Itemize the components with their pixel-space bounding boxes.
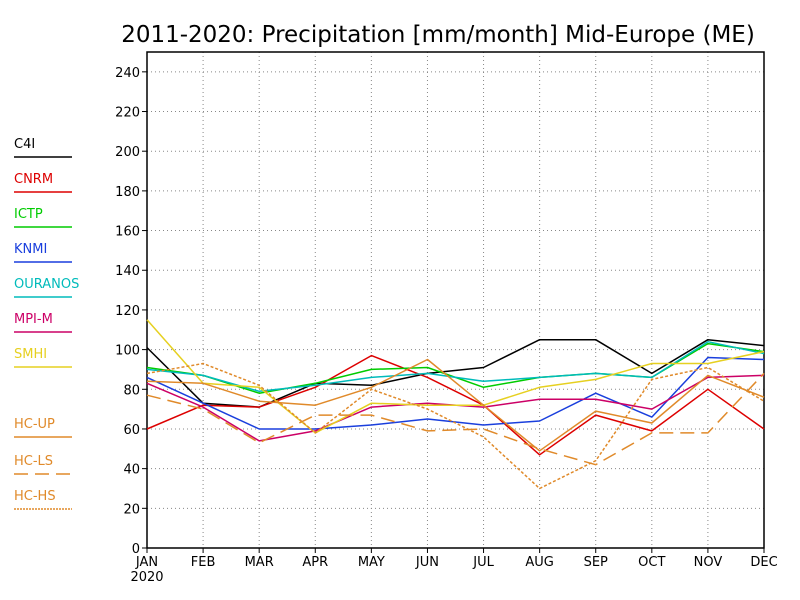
legend-label-cnrm: CNRM bbox=[14, 172, 53, 187]
y-tick-label: 40 bbox=[123, 463, 140, 478]
y-tick-label: 200 bbox=[115, 145, 140, 160]
y-tick-label: 80 bbox=[123, 383, 140, 398]
chart-title: 2011-2020: Precipitation [mm/month] Mid-… bbox=[121, 22, 755, 48]
series-layer bbox=[146, 319, 765, 490]
legend-label-hc-hs: HC-HS bbox=[14, 489, 56, 504]
legend-label-knmi: KNMI bbox=[14, 242, 47, 257]
plot-frame bbox=[146, 51, 765, 549]
x-tick-label: JUN bbox=[415, 555, 439, 570]
y-tick-label: 0 bbox=[132, 542, 140, 557]
series-line-ouranos bbox=[146, 340, 765, 393]
x-tick-label: APR bbox=[302, 555, 328, 570]
series-line-knmi bbox=[146, 356, 765, 430]
x-tick-label: AUG bbox=[525, 555, 553, 570]
axes: 0 20 40 60 80 100 120 140 160 180 200 220 240 JAN FEB M… bbox=[115, 51, 778, 585]
y-tick-label: 20 bbox=[123, 502, 140, 517]
legend: C4I CNRM ICTP KNMI OURANOS MPI-M SMHI HC-UP HC-L… bbox=[14, 137, 79, 510]
legend-label-mpi-m: MPI-M bbox=[14, 312, 53, 327]
legend-label-ictp: ICTP bbox=[14, 207, 43, 222]
y-tick-label: 120 bbox=[115, 304, 140, 319]
y-tick-label: 100 bbox=[115, 344, 140, 359]
x-tick-label: NOV bbox=[694, 555, 723, 570]
grid-lines bbox=[147, 52, 764, 548]
x-tick-label: MAY bbox=[358, 555, 385, 570]
series-line-hc-ls bbox=[146, 372, 765, 466]
x-year-label: 2020 bbox=[130, 570, 163, 585]
y-tick-label: 60 bbox=[123, 423, 140, 438]
legend-label-hc-ls: HC-LS bbox=[14, 454, 53, 469]
series-line-hc-hs bbox=[146, 362, 765, 490]
x-tick-label: DEC bbox=[750, 555, 777, 570]
legend-label-hc-up: HC-UP bbox=[14, 417, 55, 432]
x-tick-label: JAN bbox=[135, 555, 158, 570]
y-tick-label: 180 bbox=[115, 185, 140, 200]
series-line-smhi bbox=[146, 319, 765, 434]
series-line-hc-up bbox=[146, 358, 765, 452]
y-tick-label: 240 bbox=[115, 66, 140, 81]
legend-label-c4i: C4I bbox=[14, 137, 35, 152]
x-tick-label: FEB bbox=[191, 555, 216, 570]
legend-label-smhi: SMHI bbox=[14, 347, 47, 362]
x-tick-label: MAR bbox=[245, 555, 274, 570]
legend-label-ouranos: OURANOS bbox=[14, 277, 79, 292]
y-tick-label: 140 bbox=[115, 264, 140, 279]
x-tick-label: OCT bbox=[638, 555, 665, 570]
x-tick-label: SEP bbox=[584, 555, 608, 570]
x-tick-label: JUL bbox=[472, 555, 494, 570]
y-tick-label: 220 bbox=[115, 106, 140, 121]
y-tick-label: 160 bbox=[115, 225, 140, 240]
series-line-cnrm bbox=[146, 354, 765, 456]
